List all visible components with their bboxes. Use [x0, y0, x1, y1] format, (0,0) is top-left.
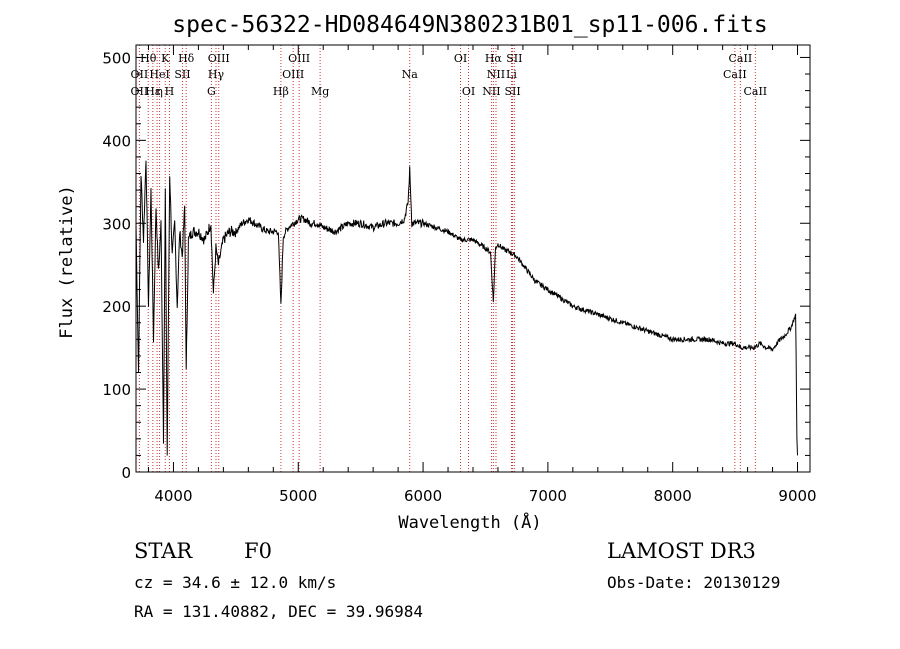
- marker-label: H: [165, 85, 175, 98]
- marker-label: SII: [506, 52, 522, 65]
- x-tick-label: 9000: [778, 487, 816, 505]
- obs-date: Obs-Date: 20130129: [607, 573, 781, 592]
- marker-label: CaII: [743, 85, 767, 98]
- x-tick-label: 8000: [654, 487, 692, 505]
- spectrum-line: [135, 160, 798, 456]
- marker-label: Li: [506, 68, 517, 81]
- marker-label: OIII: [282, 68, 304, 81]
- y-tick-label: 100: [102, 381, 131, 399]
- y-tick-label: 400: [102, 132, 131, 150]
- marker-label: NII: [487, 68, 505, 81]
- marker-label: SII: [174, 68, 190, 81]
- subclass: F0: [244, 539, 272, 563]
- x-axis-label: Wavelength (Å): [398, 511, 541, 533]
- marker-label: Hα: [485, 52, 503, 65]
- marker-label: HeI: [149, 68, 169, 81]
- marker-label: OI: [454, 52, 467, 65]
- plot-frame: [135, 44, 811, 473]
- marker-label: SII: [504, 85, 520, 98]
- marker-label: CaII: [723, 68, 747, 81]
- y-axis-label: Flux (relative): [57, 185, 77, 339]
- marker-label: η: [156, 85, 163, 98]
- marker-label: OIII: [288, 52, 310, 65]
- marker-label: G: [207, 85, 216, 98]
- velocity: cz = 34.6 ± 12.0 km/s: [134, 573, 337, 592]
- marker-label: Hβ: [273, 85, 289, 98]
- x-tick-label: 4000: [154, 487, 192, 505]
- spectral-line-markers: [138, 45, 756, 472]
- x-tick-label: 5000: [279, 487, 317, 505]
- marker-label: Hθ: [140, 52, 157, 65]
- marker-label: Hδ: [178, 52, 195, 65]
- y-tick-label: 0: [121, 464, 131, 482]
- survey-name: LAMOST DR3: [607, 539, 756, 563]
- chart-title: spec-56322-HD084649N380231B01_sp11-006.f…: [172, 12, 767, 38]
- y-tick-label: 200: [102, 298, 131, 316]
- marker-label: CaII: [729, 52, 753, 65]
- y-tick-label: 500: [102, 49, 131, 67]
- x-tick-label: 7000: [529, 487, 567, 505]
- x-axis: 4000 5000 6000 7000 8000 9000: [147, 45, 817, 505]
- marker-label: OIII: [208, 52, 230, 65]
- marker-label: Mg: [311, 85, 329, 98]
- coordinates: RA = 131.40882, DEC = 39.96984: [134, 602, 423, 621]
- object-class: STAR: [134, 539, 193, 563]
- marker-label: Na: [402, 68, 419, 81]
- marker-label: OII: [131, 85, 149, 98]
- marker-label: NII: [482, 85, 500, 98]
- marker-label: OI: [462, 85, 475, 98]
- y-tick-label: 300: [102, 215, 131, 233]
- marker-label: K: [161, 52, 170, 65]
- marker-label: Hγ: [208, 68, 225, 81]
- x-tick-label: 6000: [404, 487, 442, 505]
- y-axis: 0 100 200 300 400 500: [102, 49, 810, 482]
- marker-label: Hε: [145, 85, 161, 98]
